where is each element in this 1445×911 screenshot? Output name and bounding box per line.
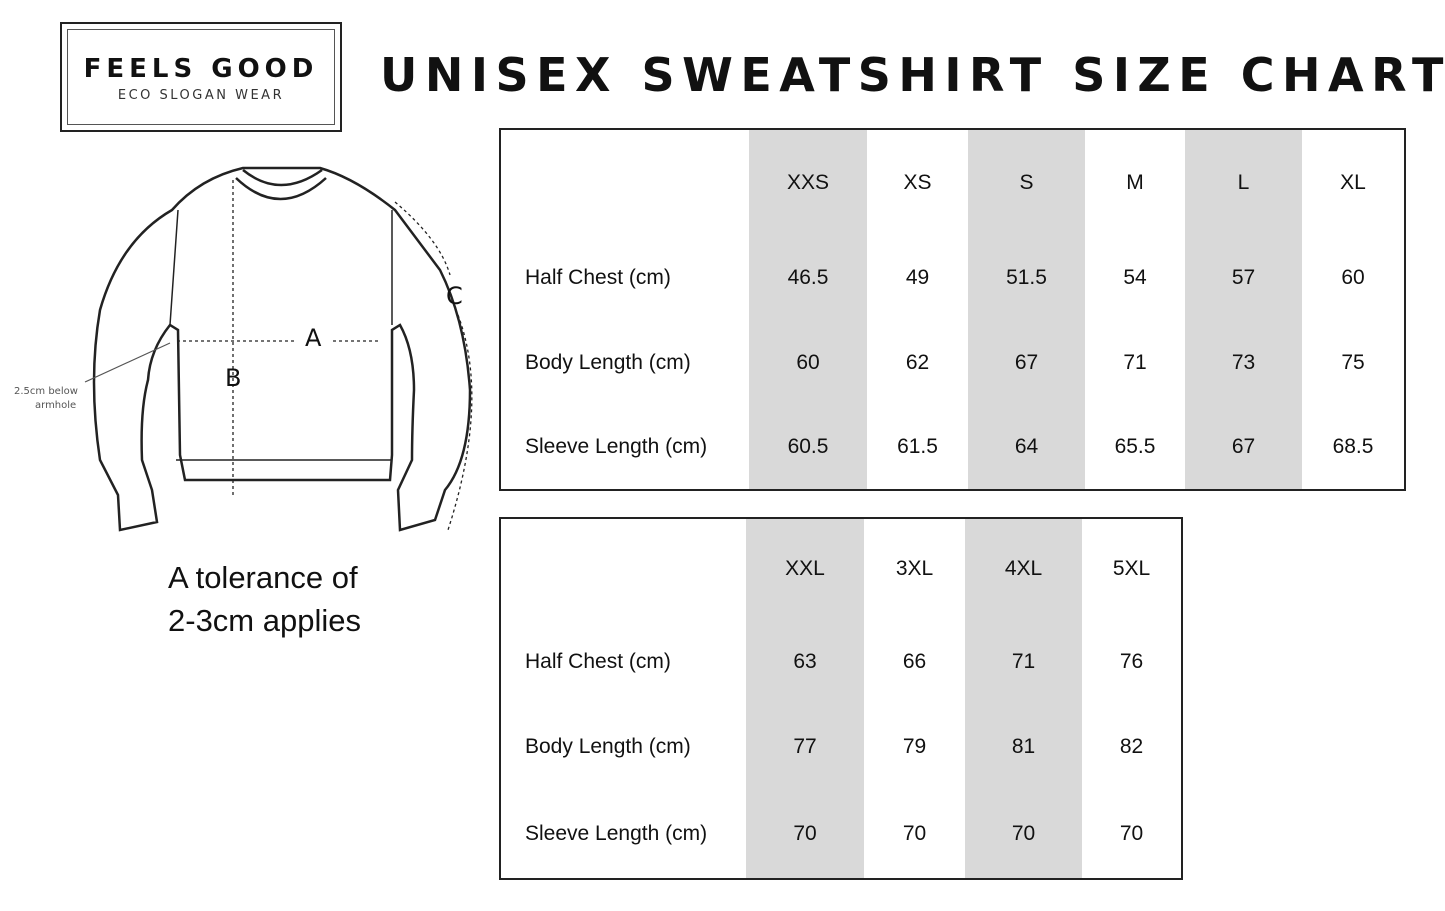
size-header: XXL: [746, 519, 864, 619]
measurement-cell: 73: [1185, 320, 1302, 405]
size-header: M: [1126, 170, 1144, 194]
size-table-1: XXS XS S M L XL Half Chest (cm) 46.5 49 51.5 54 57 6…: [499, 128, 1406, 491]
brand-logo: FEELS GOOD ECO SLOGAN WEAR: [60, 22, 342, 132]
logo-name: FEELS GOOD: [83, 54, 319, 84]
size-table-2: XXL 3XL 4XL 5XL Half Chest (cm) 63 66 71 76 Body …: [499, 517, 1183, 880]
measurement-cell: 70: [965, 789, 1082, 878]
row-label: Body Length (cm): [525, 734, 691, 758]
logo-tagline: ECO SLOGAN WEAR: [117, 88, 285, 103]
measurement-cell: 54: [1123, 265, 1147, 289]
measurement-cell: 67: [1185, 405, 1302, 489]
measurement-cell: 81: [965, 704, 1082, 789]
page-title: UNISEX SWEATSHIRT SIZE CHART: [380, 48, 1445, 102]
measurement-cell: 70: [746, 789, 864, 878]
size-header: XS: [903, 170, 932, 194]
label-b: B: [225, 364, 241, 392]
measurement-cell: 61.5: [897, 435, 938, 458]
sweatshirt-diagram: A B C 2.5cm below armhole: [14, 166, 473, 532]
row-label: Half Chest (cm): [525, 649, 671, 673]
tolerance-note: A tolerance of 2-3cm applies: [168, 556, 361, 642]
measurement-cell: 71: [965, 619, 1082, 704]
measurement-cell: 68.5: [1332, 435, 1374, 458]
measurement-cell: 60: [749, 320, 867, 405]
measurement-cell: 76: [1119, 649, 1144, 673]
measurement-cell: 75: [1341, 350, 1365, 374]
measurement-cell: 60: [1341, 265, 1365, 289]
measurement-cell: 70: [902, 821, 927, 845]
measurement-cell: 62: [905, 350, 930, 374]
measurement-cell: 70: [1119, 821, 1144, 845]
tolerance-line-1: A tolerance of: [168, 560, 358, 595]
row-label: Half Chest (cm): [525, 265, 671, 289]
armhole-note: 2.5cm below: [14, 386, 78, 397]
measurement-cell: 49: [905, 265, 930, 289]
size-header: L: [1185, 130, 1302, 235]
size-header: 5XL: [1112, 557, 1151, 580]
measurement-cell: 79: [902, 734, 927, 758]
row-label: Body Length (cm): [525, 350, 691, 374]
measurement-cell: 71: [1123, 350, 1147, 374]
measurement-cell: 64: [968, 405, 1085, 489]
measurement-cell: 67: [968, 320, 1085, 405]
size-header: S: [968, 130, 1085, 235]
corner-cell: [501, 519, 746, 619]
row-label: Sleeve Length (cm): [525, 435, 708, 458]
corner-cell: [501, 130, 749, 235]
label-a: A: [305, 324, 322, 352]
measurement-cell: 51.5: [968, 235, 1085, 320]
measurement-cell: 77: [746, 704, 864, 789]
measurement-cell: 65.5: [1114, 435, 1156, 458]
size-header: 3XL: [895, 557, 934, 580]
measurement-cell: 57: [1185, 235, 1302, 320]
size-header: XXS: [749, 130, 867, 235]
row-label: Sleeve Length (cm): [525, 821, 708, 845]
tolerance-line-2: 2-3cm applies: [168, 603, 361, 638]
measurement-cell: 82: [1119, 734, 1144, 758]
measurement-cell: 63: [746, 619, 864, 704]
measurement-cell: 46.5: [749, 235, 867, 320]
size-header: 4XL: [965, 519, 1082, 619]
measurement-cell: 60.5: [749, 405, 867, 489]
label-c: C: [446, 282, 463, 310]
armhole-note-2: armhole: [35, 400, 76, 411]
measurement-cell: 66: [902, 649, 927, 673]
size-header: XL: [1340, 170, 1366, 194]
